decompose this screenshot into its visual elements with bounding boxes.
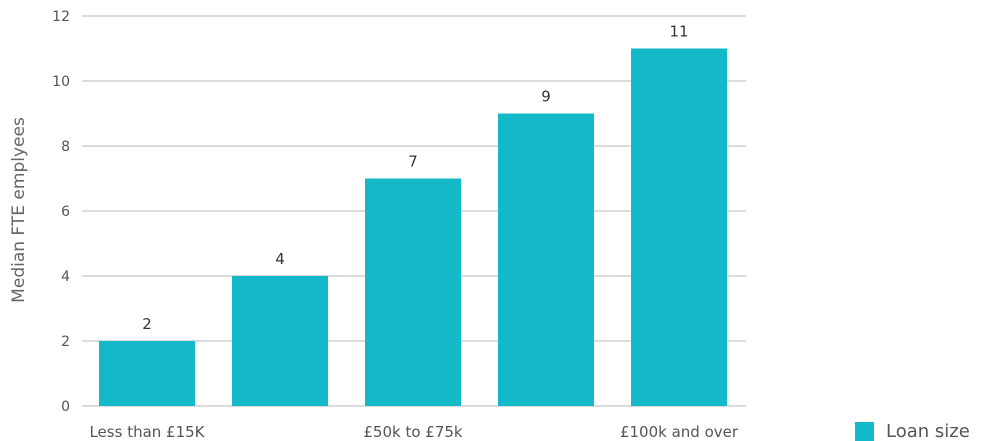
- y-axis-title: Median FTE emplyees: [9, 117, 29, 303]
- legend-label: Loan size: [886, 421, 970, 441]
- data-label: 2: [142, 315, 152, 333]
- y-tick-label: 12: [52, 9, 70, 25]
- bar: [631, 48, 727, 406]
- x-category-label: £100k and over: [620, 423, 739, 441]
- data-label: 11: [669, 23, 688, 41]
- bars: [99, 48, 727, 406]
- y-tick-label: 8: [61, 139, 70, 155]
- y-tick-label: 4: [61, 269, 70, 285]
- bar: [365, 178, 461, 406]
- data-label: 9: [541, 88, 551, 106]
- y-tick-label: 10: [52, 74, 70, 90]
- y-axis-tick-labels: 0 2 4 6 8 10 12: [52, 9, 70, 415]
- y-tick-label: 0: [61, 399, 70, 415]
- x-axis-category-labels: Less than £15K £50k to £75k £100k and over: [89, 423, 738, 441]
- legend-swatch: [855, 422, 874, 441]
- data-label: 7: [408, 153, 418, 171]
- legend: Loan size: [855, 421, 970, 441]
- data-label: 4: [275, 250, 285, 268]
- y-tick-label: 6: [61, 204, 70, 220]
- y-tick-label: 2: [61, 334, 70, 350]
- bar: [232, 276, 328, 406]
- data-labels: 2 4 7 9 11: [142, 23, 688, 334]
- x-category-label: Less than £15K: [89, 423, 205, 441]
- x-category-label: £50k to £75k: [363, 423, 463, 441]
- bar: [99, 341, 195, 406]
- bar: [498, 113, 594, 406]
